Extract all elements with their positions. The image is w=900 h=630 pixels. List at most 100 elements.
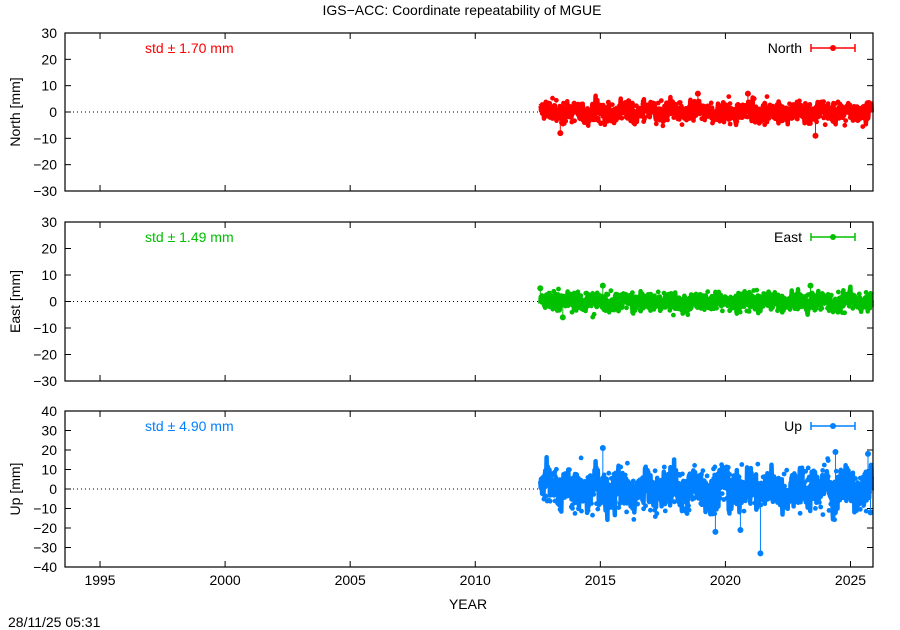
data-point: [604, 497, 610, 502]
data-point: [837, 307, 842, 312]
data-point: [579, 493, 585, 498]
data-point: [862, 489, 867, 495]
y-tick-label: 30: [41, 25, 57, 41]
data-point: [734, 300, 740, 305]
data-point: [698, 501, 704, 506]
data-point: [741, 114, 746, 119]
data-point: [554, 295, 559, 301]
data-point: [571, 494, 576, 500]
data-point: [708, 100, 714, 106]
data-point: [560, 112, 565, 117]
data-point: [787, 101, 792, 107]
data-point: [659, 302, 665, 307]
data-point: [824, 106, 830, 111]
data-point: [770, 106, 776, 112]
data-point: [727, 121, 733, 127]
outlier-point: [559, 314, 566, 321]
data-point: [679, 301, 685, 307]
data-point: [749, 106, 755, 111]
data-point: [779, 484, 785, 490]
data-point: [797, 510, 803, 516]
x-tick-label: 2010: [460, 572, 491, 588]
data-point: [680, 106, 686, 112]
legend-marker: [830, 45, 836, 51]
data-point: [715, 108, 721, 113]
data-point: [741, 486, 746, 491]
data-point: [736, 494, 741, 500]
data-point: [601, 307, 607, 313]
data-point: [624, 292, 630, 298]
data-point: [598, 110, 603, 115]
data-point: [543, 478, 549, 484]
data-point: [835, 499, 841, 504]
data-point: [867, 304, 873, 310]
data-point: [679, 480, 685, 486]
data-point: [672, 306, 678, 311]
data-point: [660, 123, 666, 129]
data-point: [768, 483, 774, 489]
data-point: [602, 296, 608, 302]
data-point: [591, 293, 596, 298]
data-point: [629, 499, 634, 505]
data-point: [760, 491, 766, 496]
panel-frame: [64, 32, 874, 192]
data-point: [585, 114, 591, 119]
data-point: [719, 462, 724, 468]
data-point: [698, 292, 703, 297]
data-point: [866, 109, 871, 114]
data-point: [825, 474, 831, 479]
data-point: [836, 115, 842, 121]
data-point: [565, 485, 570, 490]
data-point: [827, 304, 833, 309]
data-point: [853, 496, 859, 502]
data-point: [825, 458, 831, 463]
data-point: [593, 482, 599, 487]
data-point: [635, 296, 641, 302]
data-point: [829, 483, 835, 489]
data-point: [543, 493, 549, 499]
data-point: [803, 101, 808, 106]
chart-title: IGS−ACC: Coordinate repeatability of MGU…: [323, 2, 602, 18]
data-point: [813, 297, 818, 302]
data-point: [583, 496, 588, 502]
x-axis-label: YEAR: [449, 596, 487, 612]
data-point: [721, 119, 727, 125]
data-point: [578, 115, 584, 121]
data-point: [837, 302, 843, 308]
data-point: [793, 490, 798, 496]
data-point: [550, 486, 556, 492]
data-point: [778, 108, 784, 113]
data-point: [842, 122, 848, 128]
std-label: std ± 1.70 mm: [145, 40, 234, 56]
data-point: [756, 107, 762, 113]
data-point: [705, 289, 711, 295]
data-point: [623, 499, 629, 505]
data-point: [725, 465, 731, 470]
data-point: [671, 472, 677, 478]
data-point: [689, 111, 695, 117]
data-point: [772, 297, 777, 302]
data-point: [569, 309, 575, 315]
data-point: [666, 109, 671, 114]
data-point: [840, 310, 845, 316]
data-point: [687, 471, 693, 477]
data-point: [625, 460, 630, 466]
data-point: [567, 467, 572, 473]
data-point: [839, 491, 844, 497]
outlier-point: [737, 526, 744, 533]
data-point: [696, 297, 702, 302]
data-point: [610, 116, 615, 121]
data-point: [727, 307, 733, 313]
data-point: [840, 111, 846, 117]
data-point: [598, 102, 604, 108]
y-tick-label: 40: [41, 403, 57, 419]
data-point: [542, 484, 548, 490]
data-point: [685, 312, 691, 318]
data-point: [863, 508, 869, 514]
x-axis: 1995 2000 2005 2010 2015 2020 2025: [84, 572, 866, 588]
data-point: [620, 497, 626, 503]
data-point: [779, 301, 785, 307]
data-point: [670, 99, 675, 105]
data-point: [811, 468, 816, 474]
data-point: [793, 306, 798, 311]
